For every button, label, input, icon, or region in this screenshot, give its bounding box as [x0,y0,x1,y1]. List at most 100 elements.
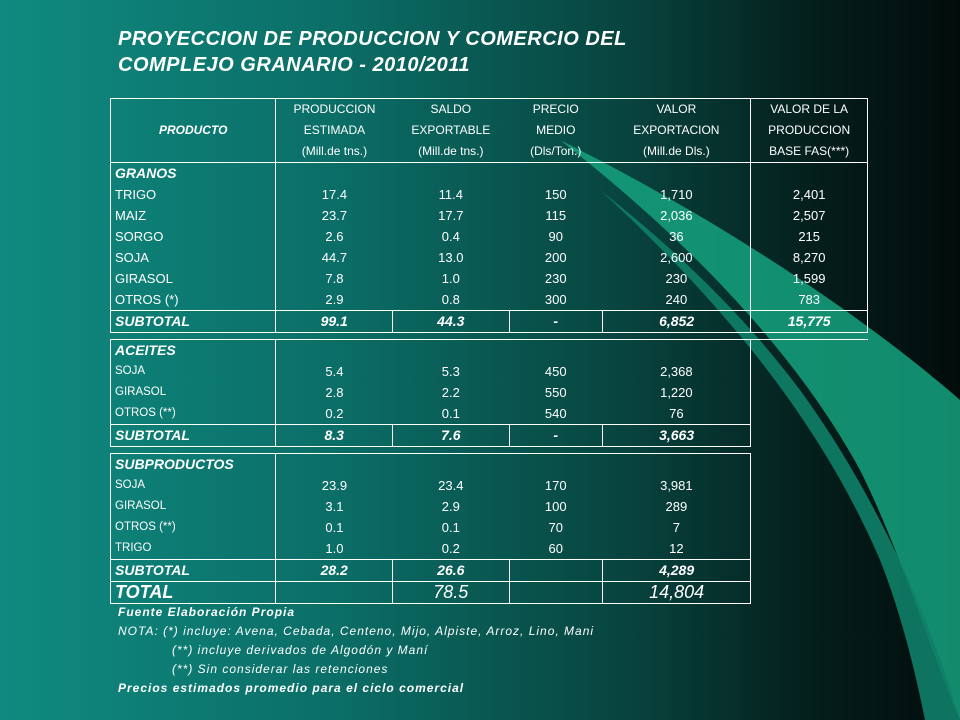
cell-saldo: 2.9 [441,499,460,514]
prices-note: Precios estimados promedio para el ciclo… [118,681,465,695]
cell-precio: 100 [544,499,567,514]
table-row: OTROS (**) 0.1 0.1 70 7 [109,517,868,538]
cell-valor: 2,036 [602,205,752,226]
section-granos: GRANOS [109,162,277,184]
product-name: OTROS (**) [109,517,277,538]
subtotal-label: SUBTOTAL [109,559,277,582]
table-row: SOJA 23.9 23.4 170 3,981 [109,475,868,496]
cell-valor: 1,220 [602,382,752,403]
cell-fas: 215 [750,226,868,247]
header-precio-3: (Dls/Ton.) [509,141,603,163]
table-row: OTROS (*) 2.9 0.8 300 240 783 [109,289,868,311]
subtotal-precio [509,559,603,582]
table-row: GIRASOL 3.1 2.9 100 289 [109,496,868,517]
cell-produccion: 23.7 [321,208,348,223]
header-fas-2: PRODUCCION [750,120,868,141]
product-name: OTROS (*) [109,289,277,311]
cell-precio: 170 [544,478,567,493]
product-name: OTROS (**) [109,403,277,425]
cell-saldo: 0.1 [441,406,460,421]
subtotal-produccion: 8.3 [275,424,393,447]
production-table: PRODUCTO PRODUCCION SALDO PRECIO VALOR V… [109,98,868,604]
title-line-1: PROYECCION DE PRODUCCION Y COMERCIO DEL [118,28,627,50]
table-row: GIRASOL 7.8 1.0 230 230 1,599 [109,268,868,289]
cell-produccion: 3.1 [325,499,344,514]
cell-fas: 8,270 [750,247,868,268]
subtotal-row: SUBTOTAL 99.1 44.3 - 6,852 15,775 [109,310,868,333]
table-row: SOJA 44.7 13.0 200 2,600 8,270 [109,247,868,268]
header-fas-3: BASE FAS(***) [750,141,868,163]
cell-precio: 550 [544,385,567,400]
subtotal-label: SUBTOTAL [109,310,277,333]
subtotal-valor: 4,289 [602,559,752,582]
title-line-2: COMPLEJO GRANARIO - 2010/2011 [118,54,471,76]
header-saldo-2: EXPORTABLE [411,123,491,137]
cell-valor: 240 [602,289,752,311]
header-precio-2: MEDIO [536,123,576,137]
product-name: MAIZ [109,205,277,226]
table-row: OTROS (**) 0.2 0.1 540 76 [109,403,868,425]
header-saldo-1: SALDO [392,98,510,120]
cell-saldo: 11.4 [438,187,463,202]
product-name: SOJA [109,475,277,496]
cell-valor: 7 [602,517,752,538]
cell-saldo: 0.1 [441,520,460,535]
section-aceites: ACEITES [109,339,277,361]
header-produccion-2: ESTIMADA [303,123,366,137]
cell-produccion: 7.8 [325,271,344,286]
total-row: TOTAL 78.5 14,804 [109,581,868,604]
cell-fas: 2,401 [750,184,868,205]
spacer-row [111,333,868,340]
table-row: TRIGO 17.4 11.4 150 1,710 2,401 [109,184,868,205]
cell-precio: 90 [548,229,563,244]
total-saldo: 78.5 [392,581,510,604]
subtotal-saldo: 26.6 [392,559,510,582]
cell-valor: 12 [602,538,752,560]
cell-precio: 300 [544,292,567,307]
header-valor-1: VALOR [602,98,752,120]
cell-saldo: 23.4 [438,478,464,493]
cell-precio: 450 [544,364,567,379]
cell-valor: 289 [602,496,752,517]
cell-saldo: 0.4 [441,229,460,244]
total-precio [509,581,603,604]
source-note: Fuente Elaboración Propia [118,605,296,619]
cell-saldo: 17.7 [438,208,464,223]
total-produccion [275,581,393,604]
table-row: TRIGO 1.0 0.2 60 12 [109,538,868,560]
cell-produccion: 44.7 [321,250,348,265]
cell-fas: 2,507 [750,205,868,226]
cell-valor: 230 [602,268,752,289]
page-title: PROYECCION DE PRODUCCION Y COMERCIO DEL … [118,26,627,78]
cell-produccion: 23.9 [321,478,348,493]
cell-saldo: 5.3 [441,364,460,379]
section-header-row: SUBPRODUCTOS [109,453,868,475]
subtotal-saldo: 44.3 [392,310,510,333]
subtotal-precio: - [509,310,603,333]
header-produccion-3: (Mill.de tns.) [275,141,393,163]
product-name: TRIGO [109,538,277,560]
cell-precio: 60 [548,541,563,556]
cell-precio: 115 [545,208,567,223]
subtotal-valor: 3,663 [602,424,752,447]
cell-produccion: 2.9 [325,292,344,307]
section-subproductos: SUBPRODUCTOS [109,453,277,475]
cell-valor: 2,368 [602,361,752,382]
total-label: TOTAL [109,581,277,604]
subtotal-row: SUBTOTAL 8.3 7.6 - 3,663 [109,424,868,447]
cell-precio: 70 [548,520,563,535]
header-produccion-1: PRODUCCION [275,98,393,120]
product-name: GIRASOL [109,268,277,289]
spacer-row [111,447,868,454]
footnotes: Fuente Elaboración Propia NOTA: (*) incl… [118,603,594,698]
product-name: GIRASOL [109,382,277,403]
section-header-row: GRANOS [109,162,868,184]
table-row: MAIZ 23.7 17.7 115 2,036 2,507 [109,205,868,226]
section-header-row: ACEITES [109,339,868,361]
product-name: SOJA [109,247,277,268]
header-fas-1: VALOR DE LA [750,98,868,120]
note-2: (**) incluye derivados de Algodón y Maní [172,643,429,657]
product-name: TRIGO [109,184,277,205]
cell-produccion: 17.4 [321,187,348,202]
header-producto: PRODUCTO [109,98,277,163]
